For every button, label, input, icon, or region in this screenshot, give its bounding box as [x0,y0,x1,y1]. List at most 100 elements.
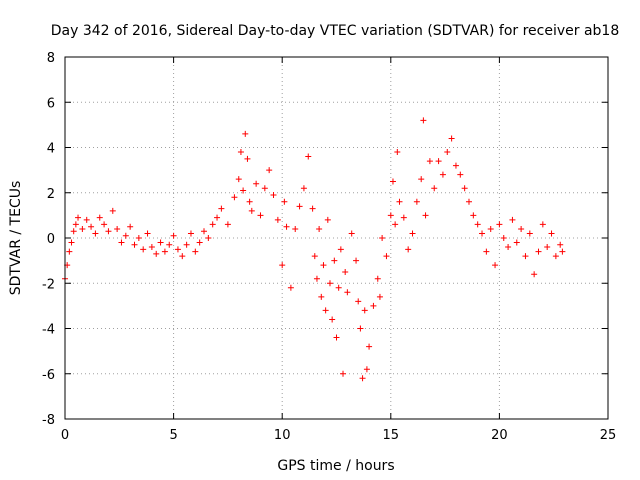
data-point [253,180,260,187]
data-point [452,162,459,169]
data-point [68,239,75,246]
data-point [474,221,481,228]
data-point [131,241,138,248]
data-point [174,246,181,253]
data-point [470,212,477,219]
x-tick-label: 25 [600,428,617,443]
data-point [140,246,147,253]
data-point [318,293,325,300]
data-point [409,230,416,237]
data-point [461,185,468,192]
data-point [383,253,390,260]
data-point [179,253,186,260]
data-point [479,230,486,237]
y-tick-label: 2 [47,187,55,202]
data-point [387,212,394,219]
data-point [496,221,503,228]
data-point [161,248,168,255]
data-point [522,253,529,260]
data-point [544,244,551,251]
data-point [105,228,112,235]
data-point [88,223,95,230]
data-point [122,232,129,239]
data-point [205,235,212,241]
data-point [353,257,360,264]
data-point [300,185,307,192]
data-point [337,246,344,253]
data-point [418,176,425,183]
data-point [244,155,251,162]
data-point [518,225,525,232]
data-point [396,198,403,205]
data-point [483,248,490,255]
data-point [557,241,564,248]
data-point [552,253,559,260]
chart-title: Day 342 of 2016, Sidereal Day-to-day VTE… [51,23,620,39]
data-point [505,244,512,251]
data-point [422,212,429,219]
x-tick-label: 20 [491,428,508,443]
data-point [513,239,520,246]
data-point [296,203,303,210]
data-point [305,153,312,160]
data-point [509,216,516,223]
data-point [329,316,336,323]
data-point [166,241,173,248]
y-tick-label: 8 [47,51,55,66]
data-point [394,149,401,156]
data-point [96,214,103,221]
data-point [224,221,231,228]
grid-lines [65,57,608,419]
data-point [316,225,323,232]
data-point [331,257,338,264]
data-point [237,149,244,156]
y-tick-label: -8 [42,413,55,428]
data-point [109,207,116,214]
data-point [292,225,299,232]
y-tick-label: 4 [47,142,55,157]
data-point [266,167,273,174]
axis-ticks: 0 5 10 15 20 25 -8 -6 -4 -2 0 2 4 6 8 [42,51,616,443]
data-point [333,334,340,341]
data-point [487,225,494,232]
data-point [439,171,446,178]
data-point [492,262,499,269]
data-point [322,307,329,314]
data-point [457,171,464,178]
data-point [153,250,160,257]
data-point [261,185,268,192]
data-point [535,248,542,255]
data-point [231,194,238,201]
y-axis-label: SDTVAR / TECUs [8,181,24,296]
data-point [240,187,247,194]
data-point [287,284,294,291]
data-point [118,239,125,246]
y-tick-label: 0 [47,232,55,247]
data-point [79,225,86,232]
data-point [448,135,455,142]
data-point [248,207,255,214]
data-point [201,228,208,235]
data-point [405,246,412,253]
data-point [379,235,386,241]
data-point [170,232,177,239]
data-point [311,253,318,260]
data-point [348,230,355,237]
data-point [246,198,253,205]
data-point [157,239,164,246]
data-point [539,221,546,228]
data-point [196,239,203,246]
data-point [72,221,79,228]
data-point [114,225,121,232]
data-point [357,325,364,332]
data-point [92,230,99,237]
data-point [274,216,281,223]
data-point [361,307,368,314]
data-point [309,205,316,212]
data-point [257,212,264,219]
y-tick-label: -4 [42,323,55,338]
data-point [355,298,362,305]
data-point [435,158,442,165]
data-point [465,198,472,205]
